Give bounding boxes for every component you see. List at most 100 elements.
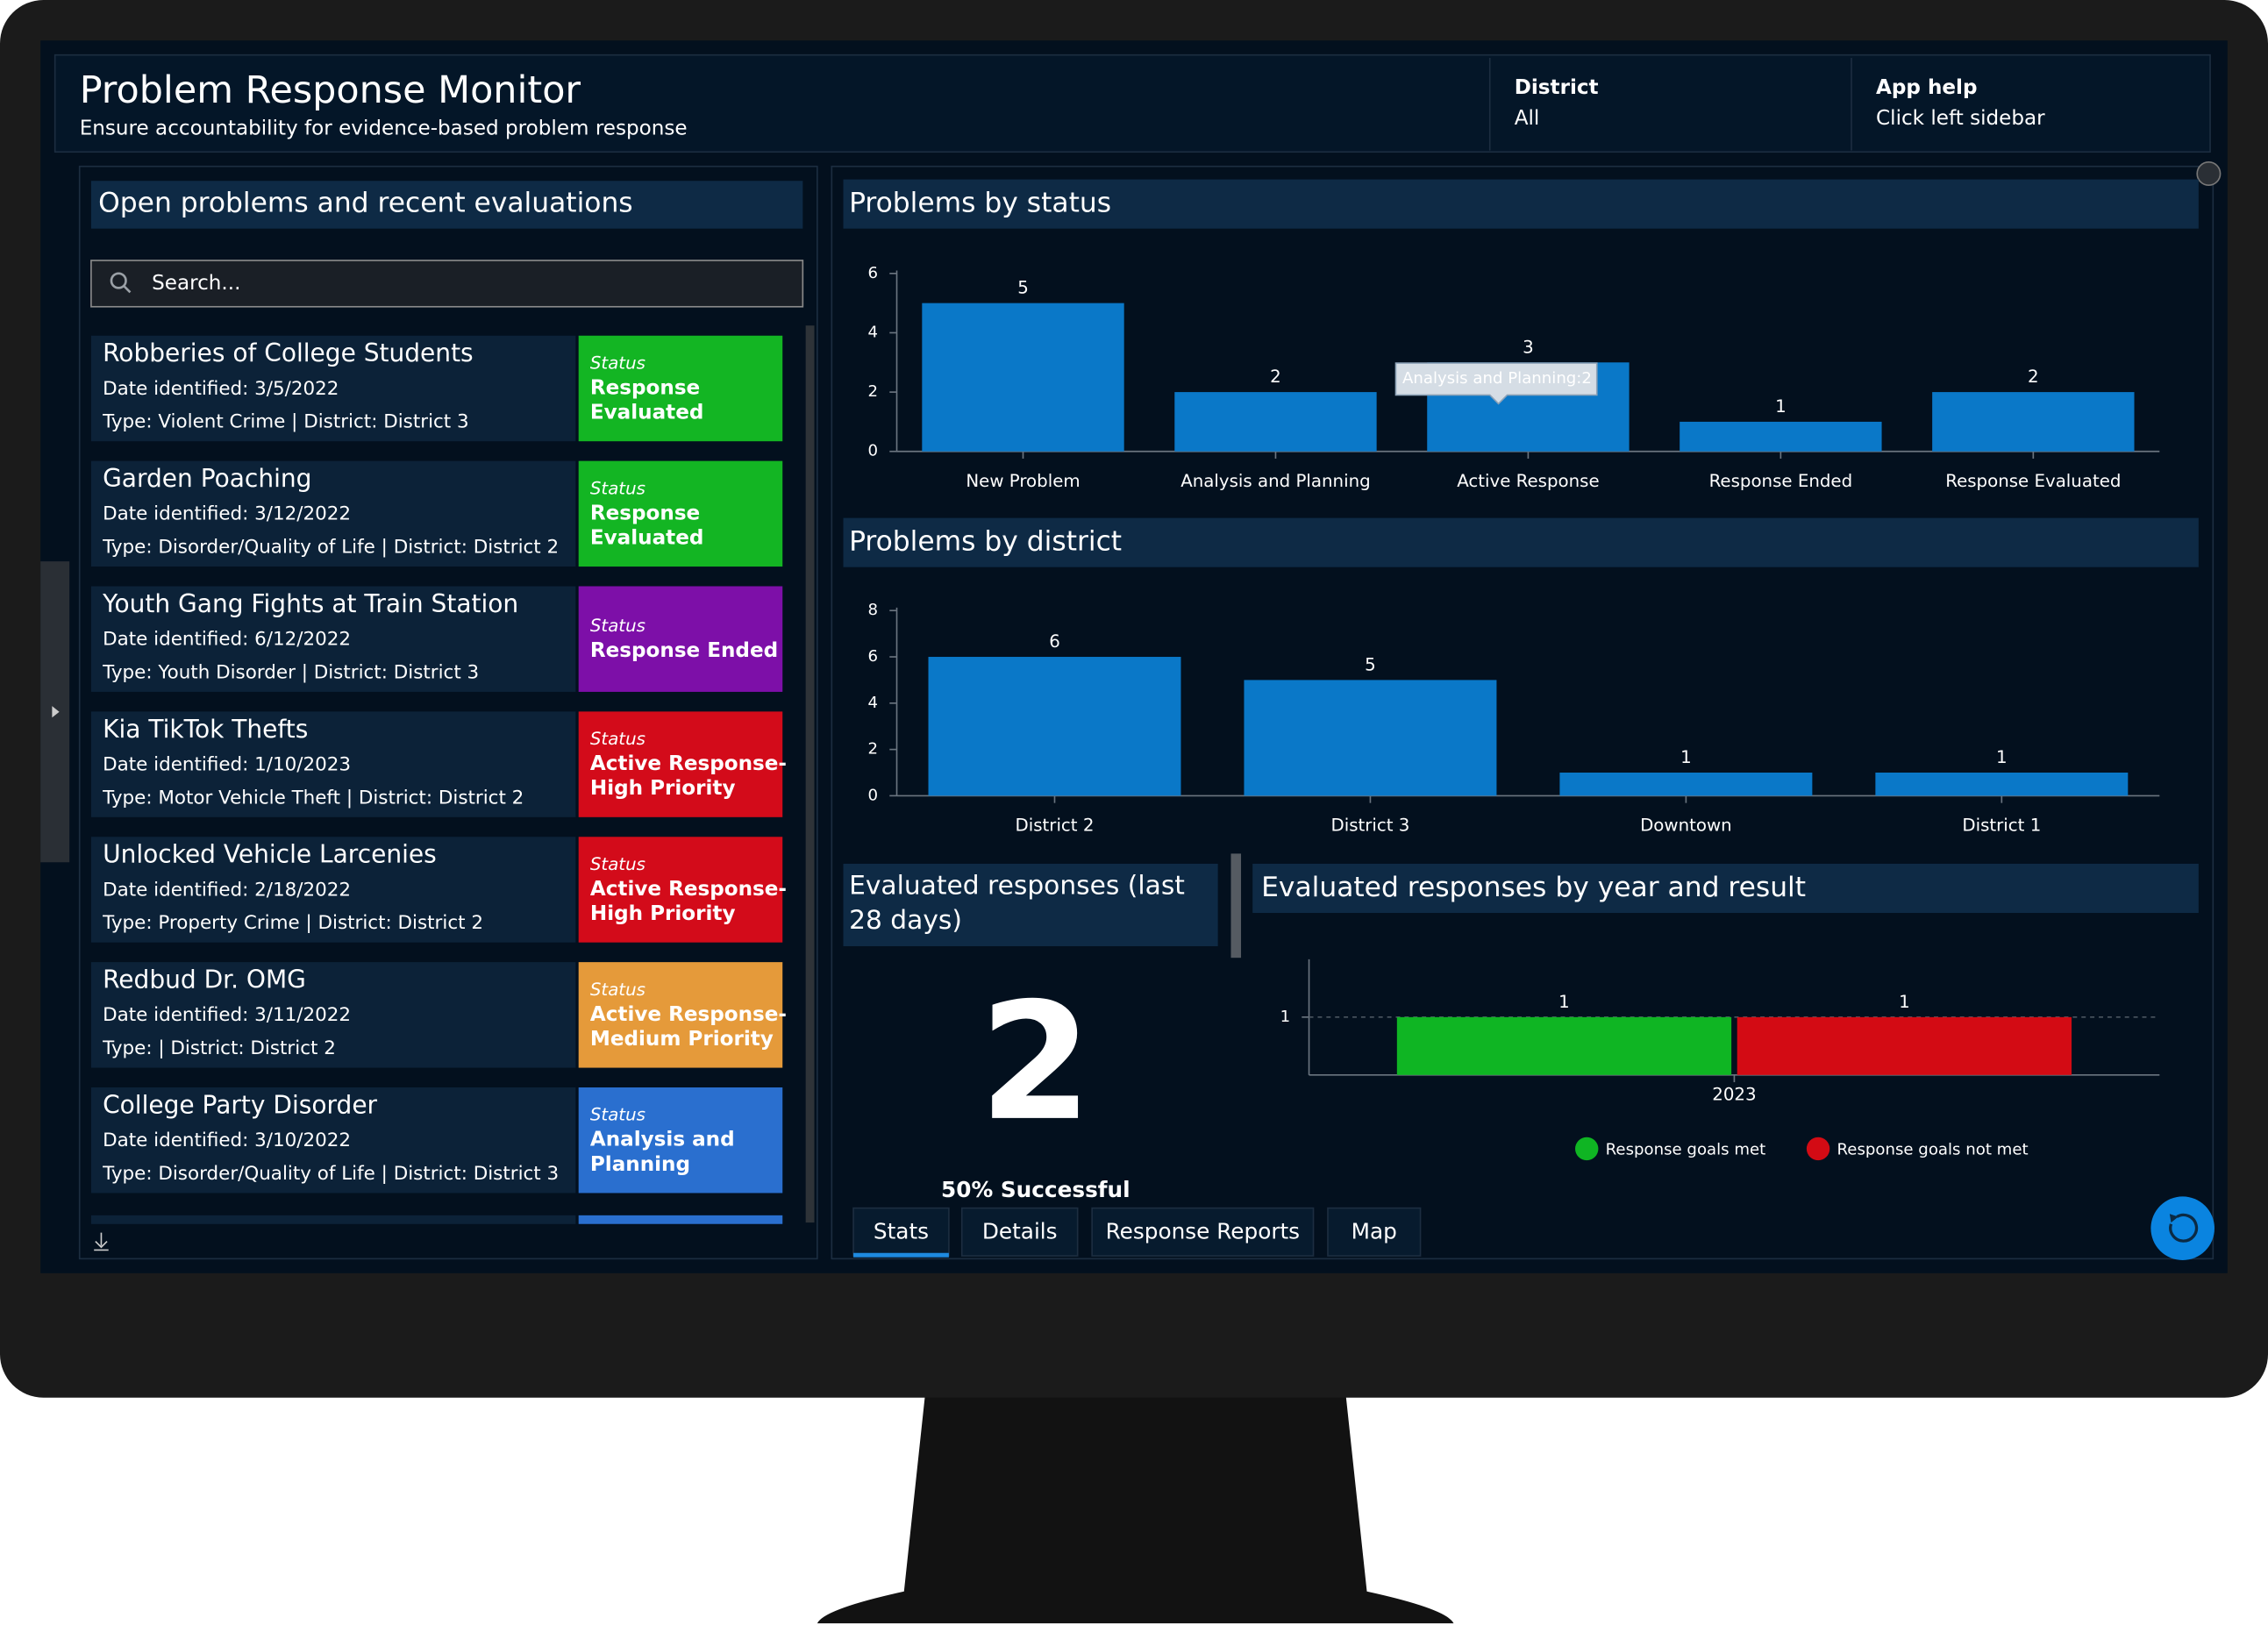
- y-tick-label: 0: [868, 442, 879, 460]
- refresh-icon: [2169, 1213, 2199, 1243]
- item-type: Type: Disorder/Quality of Life | Distric…: [102, 1163, 559, 1185]
- y-tick-label: 6: [868, 264, 879, 282]
- status-label: Status: [590, 854, 645, 874]
- item-type: Type: Youth Disorder | District: Distric…: [102, 661, 479, 683]
- bar[interactable]: [1875, 773, 2129, 796]
- tab[interactable]: [1091, 1207, 1315, 1257]
- app-title: Problem Response Monitor: [80, 68, 581, 112]
- status-badge: [578, 1087, 783, 1194]
- status-text: Planning: [590, 1153, 690, 1176]
- value-label: 2: [1270, 367, 1281, 387]
- status-badge: [578, 335, 783, 442]
- item-date: Date identified: 3/5/2022: [103, 378, 339, 400]
- tab-label: Details: [982, 1219, 1058, 1244]
- x-tick-label: District 1: [1962, 816, 2041, 836]
- bar[interactable]: [1737, 1016, 2072, 1075]
- item-name: Garden Poaching: [103, 464, 311, 493]
- help-value[interactable]: Click left sidebar: [1876, 107, 2045, 130]
- item-type: Type: | District: District 2: [102, 1037, 336, 1059]
- x-tick-label: Analysis and Planning: [1180, 471, 1370, 491]
- x-tick-label: Downtown: [1640, 816, 1732, 836]
- y-tick-label: 6: [868, 647, 879, 666]
- legend-swatch: [1575, 1137, 1599, 1161]
- legend-label: Response goals not met: [1837, 1141, 2029, 1159]
- item-name: Youth Gang Fights at Train Station: [102, 589, 518, 618]
- monitor-stand: [817, 1388, 1454, 1624]
- status-text: Medium Priority: [590, 1028, 774, 1051]
- status-badge: [578, 586, 783, 692]
- status-text: Active Response-: [590, 752, 787, 775]
- list-item[interactable]: [90, 586, 576, 692]
- list-item[interactable]: [90, 1087, 576, 1194]
- tab[interactable]: [1327, 1207, 1422, 1257]
- chart-title-bar: [1252, 863, 2199, 914]
- x-tick-label: District 2: [1016, 816, 1095, 836]
- bar[interactable]: [1396, 1016, 1732, 1075]
- kpi-value: 2: [980, 968, 1093, 1157]
- x-tick-label: Response Evaluated: [1945, 471, 2121, 491]
- status-badge-partial: [578, 1215, 783, 1224]
- list-item[interactable]: [90, 460, 576, 567]
- download-icon[interactable]: [94, 1232, 109, 1251]
- item-type: Type: Property Crime | District: Distric…: [102, 912, 483, 934]
- splitter[interactable]: [1230, 853, 1242, 959]
- status-text: Response: [590, 376, 700, 399]
- stats-panel: [831, 165, 2215, 1260]
- refresh-button[interactable]: [2150, 1196, 2215, 1260]
- tab[interactable]: [852, 1207, 950, 1257]
- status-label: Status: [590, 980, 645, 1000]
- list-item-partial: [90, 1215, 576, 1224]
- value-label: 3: [1523, 337, 1534, 357]
- bar[interactable]: [1559, 773, 1813, 796]
- item-name: Kia TikTok Thefts: [103, 715, 308, 744]
- bar[interactable]: [928, 657, 1181, 796]
- status-badge: [578, 962, 783, 1068]
- x-tick-label: 2023: [1712, 1084, 1756, 1104]
- bar[interactable]: [1244, 680, 1497, 796]
- bar[interactable]: [1174, 392, 1377, 452]
- value-label: 5: [1017, 278, 1029, 298]
- status-text: Evaluated: [590, 402, 703, 424]
- search-placeholder: Search...: [152, 272, 240, 295]
- value-label: 2: [2028, 367, 2039, 387]
- item-date: Date identified: 3/12/2022: [103, 503, 351, 525]
- refresh-icon: [2169, 1214, 2179, 1223]
- status-text: Response Ended: [590, 639, 778, 662]
- list-item[interactable]: [90, 837, 576, 943]
- tab-label: Response Reports: [1106, 1219, 1301, 1244]
- x-tick-label: Response Ended: [1709, 471, 1853, 491]
- bar[interactable]: [1680, 421, 1882, 452]
- search-icon: [110, 272, 127, 289]
- list-title: Open problems and recent evaluations: [98, 188, 633, 219]
- kpi-caption: 50% Successful: [941, 1177, 1130, 1202]
- problem-list: Robberies of College Students Date identi…: [90, 335, 787, 1194]
- value-label: 5: [1365, 654, 1376, 674]
- search-box[interactable]: [90, 260, 804, 308]
- kpi-title: Evaluated responses (last 28 days): [849, 871, 1185, 937]
- status-label: Status: [590, 478, 645, 498]
- status-text: Active Response-: [590, 1003, 787, 1026]
- item-type: Type: Violent Crime | District: District…: [102, 411, 469, 433]
- tab-bar: Stats Details Response Reports Map: [852, 1207, 1422, 1258]
- item-date: Date identified: 3/10/2022: [103, 1130, 351, 1151]
- bar[interactable]: [922, 303, 1124, 452]
- bar[interactable]: [1932, 392, 2135, 452]
- expand-button[interactable]: [2196, 160, 2222, 187]
- district-value[interactable]: All: [1515, 107, 1540, 130]
- tab[interactable]: [960, 1207, 1079, 1257]
- list-item[interactable]: [90, 335, 576, 442]
- scrollbar[interactable]: [805, 325, 815, 1223]
- status-label: Status: [590, 1105, 645, 1125]
- item-date: Date identified: 1/10/2023: [103, 753, 351, 775]
- status-text: Evaluated: [590, 526, 703, 549]
- item-type: Type: Motor Vehicle Theft | District: Di…: [102, 787, 524, 809]
- x-tick-label: District 3: [1330, 816, 1409, 836]
- list-panel: [78, 165, 818, 1260]
- list-item[interactable]: [90, 962, 576, 1068]
- item-type: Type: Disorder/Quality of Life | Distric…: [102, 537, 559, 559]
- list-item[interactable]: [90, 711, 576, 817]
- chart-title-bar: [843, 517, 2199, 567]
- status-badge: [578, 837, 783, 943]
